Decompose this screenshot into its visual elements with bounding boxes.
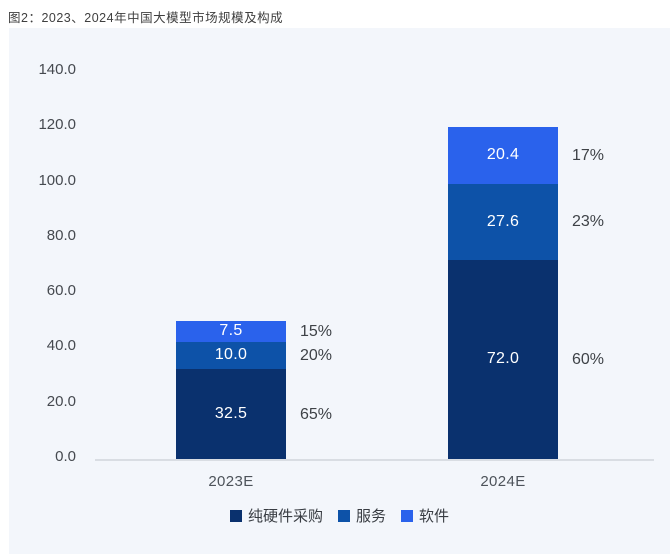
bar-segment-2023E: 7.5 <box>176 320 286 342</box>
y-axis-tick-label: 40.0 <box>46 337 76 355</box>
legend-label: 软件 <box>419 508 450 525</box>
legend-swatch-icon <box>229 509 242 522</box>
legend-item: 纯硬件采购 <box>229 505 323 526</box>
y-axis-tick-label: 140.0 <box>38 61 76 78</box>
y-axis-tick-label: 100.0 <box>38 171 76 189</box>
x-axis-label: 2023E <box>208 473 254 490</box>
segment-percent-label: 15% <box>300 322 333 340</box>
bar-value-label: 72.0 <box>486 350 520 368</box>
y-axis-tick-label: 60.0 <box>46 282 76 300</box>
legend-label: 纯硬件采购 <box>247 508 323 525</box>
legend-item: 服务 <box>337 505 386 526</box>
legend-item: 软件 <box>401 505 449 526</box>
chart-legend: 纯硬件采购 服务 软件 <box>9 505 670 526</box>
bar-segment-2023E: 10.0 <box>176 341 286 370</box>
bar-value-label: 7.5 <box>219 322 243 340</box>
bar-value-label: 32.5 <box>214 405 248 423</box>
y-axis-tick-label: 0.0 <box>55 448 76 465</box>
bar-segment-2023E: 32.5 <box>176 369 286 459</box>
bar-segment-2024E: 27.6 <box>448 183 558 260</box>
x-axis-line <box>95 459 654 461</box>
segment-percent-label: 17% <box>572 146 605 164</box>
segment-percent-label: 65% <box>300 405 333 423</box>
bar-segment-2024E: 72.0 <box>448 259 558 459</box>
legend-swatch-icon <box>401 509 413 522</box>
legend-swatch-icon <box>337 509 350 522</box>
figure-title: 图2：2023、2024年中国大模型市场规模及构成 <box>8 11 284 25</box>
segment-percent-label: 20% <box>300 346 333 364</box>
x-axis-label: 2024E <box>480 473 526 490</box>
segment-percent-label: 23% <box>572 213 605 231</box>
y-axis-tick-label: 120.0 <box>38 116 76 134</box>
bar-segment-2024E: 20.4 <box>448 127 558 184</box>
y-axis-tick-label: 80.0 <box>46 226 76 244</box>
chart-panel <box>9 28 670 554</box>
bar-value-label: 27.6 <box>486 212 520 230</box>
bar-value-label: 10.0 <box>214 346 248 364</box>
bar-value-label: 20.4 <box>486 146 520 164</box>
segment-percent-label: 60% <box>572 350 605 368</box>
y-axis-tick-label: 20.0 <box>46 392 76 410</box>
legend-label: 服务 <box>355 508 386 525</box>
